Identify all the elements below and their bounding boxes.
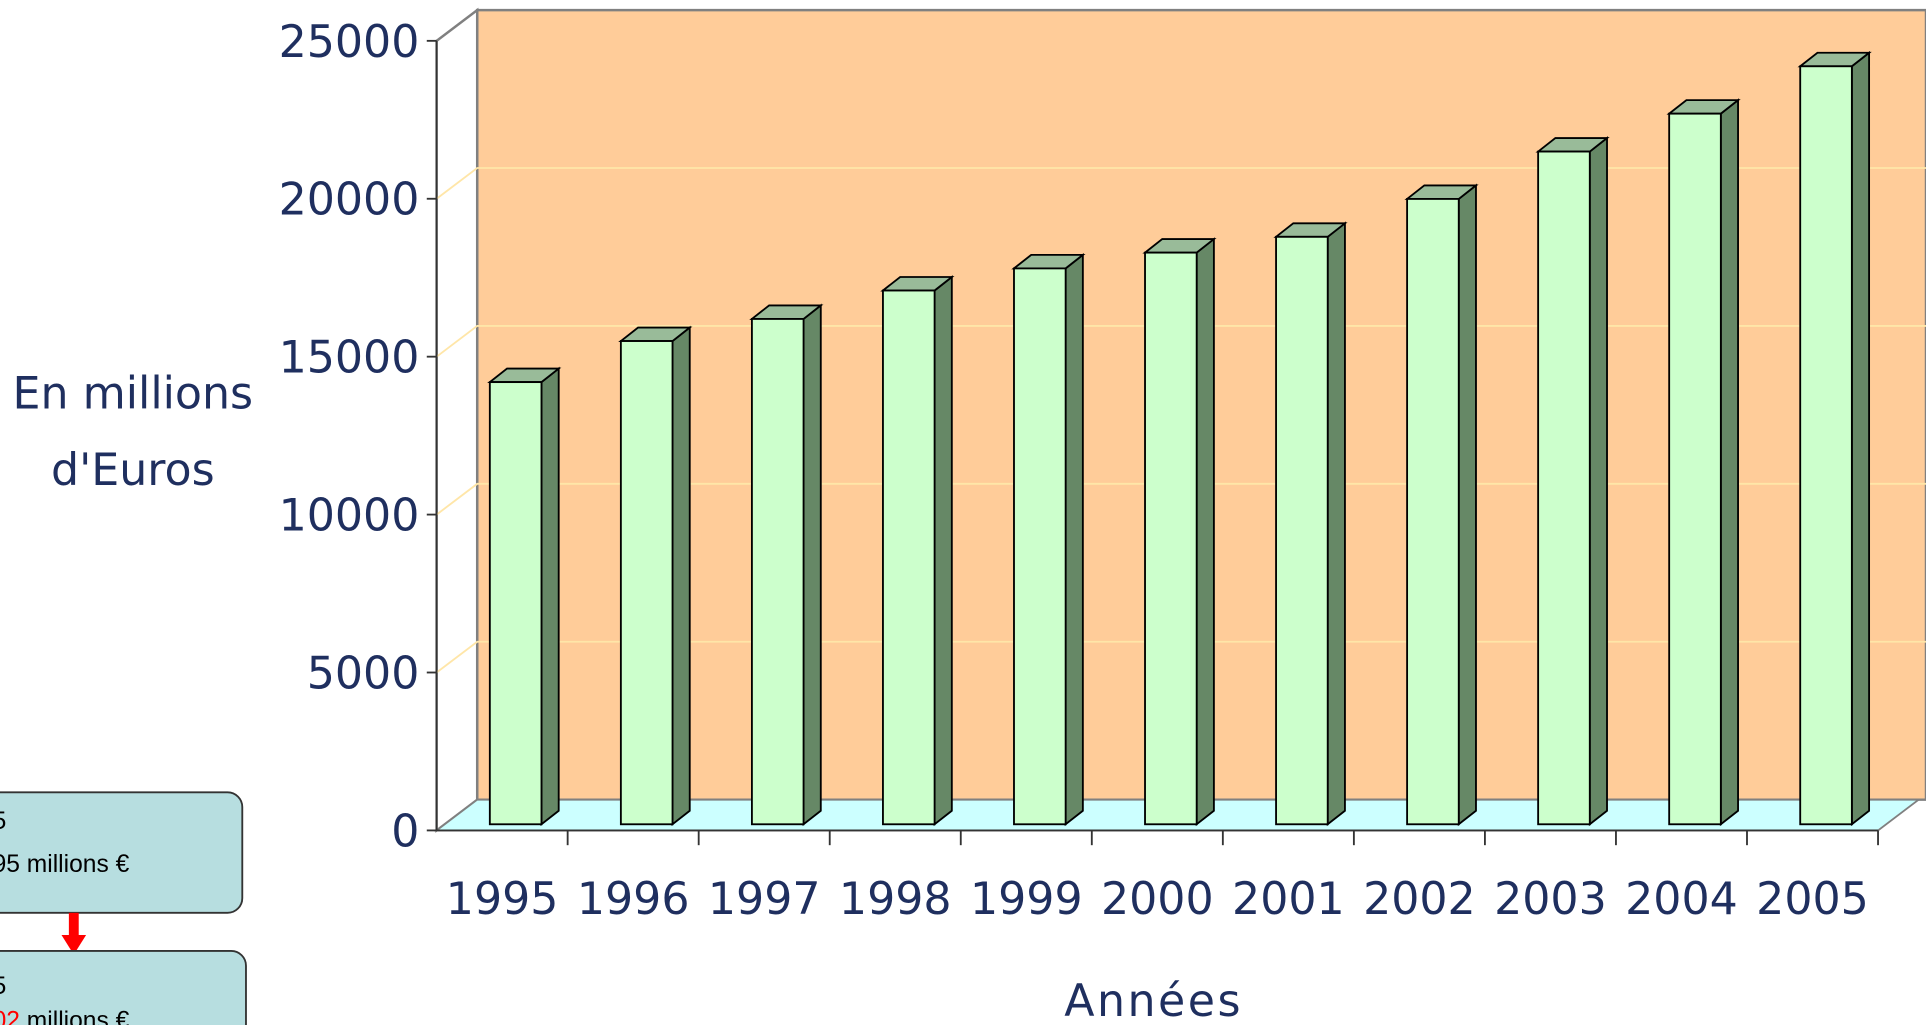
bar-side (1326, 221, 1346, 827)
x-tick-label: 2000 (1101, 874, 1214, 925)
bar (750, 318, 805, 826)
side-wall (435, 7, 479, 833)
x-tick-label: 2004 (1625, 874, 1738, 925)
bar-side (933, 275, 953, 827)
y-axis-label: d'Euros (51, 445, 215, 496)
bar (1537, 150, 1591, 826)
grid-line (436, 167, 1926, 200)
x-tick-label: 1999 (970, 874, 1083, 925)
callout-box (0, 791, 244, 914)
y-tick-label: 20000 (279, 175, 420, 226)
bar-side (1850, 50, 1871, 827)
bar-side (671, 325, 691, 827)
bar-side (1195, 237, 1215, 827)
x-tick-label: 2002 (1363, 874, 1476, 925)
arrow (61, 934, 87, 955)
bar-side (1719, 98, 1739, 827)
callout-text: 5 (0, 973, 6, 1000)
x-tick-label: 2003 (1494, 874, 1607, 925)
bar-side (1588, 136, 1608, 827)
x-tick-label: 2001 (1232, 874, 1345, 925)
y-tick-label: 0 (391, 806, 419, 857)
y-tick-label: 15000 (279, 333, 420, 384)
x-tick-label: 1998 (839, 874, 952, 925)
callout-box (0, 950, 247, 1025)
y-tick-label: 25000 (279, 17, 420, 68)
callouts: 5 95 millions € 5 02 millions € (0, 791, 247, 1025)
y-tick-label: 10000 (279, 491, 420, 542)
bar (619, 340, 674, 826)
bar-side (802, 303, 822, 827)
x-tick-label: 1997 (708, 874, 821, 925)
callout-text: 95 millions € (0, 851, 130, 878)
bar (1144, 251, 1198, 826)
bar-side (540, 366, 560, 827)
bar-side (1064, 252, 1084, 827)
bar-side (1457, 183, 1477, 827)
callout-text: 5 (0, 808, 6, 835)
bar (488, 381, 543, 826)
bar (1799, 65, 1853, 826)
bar (1275, 235, 1329, 826)
x-axis-label: Années (1064, 976, 1243, 1025)
arrow (68, 912, 79, 938)
bar (1406, 198, 1460, 826)
x-tick-label: 1996 (577, 874, 690, 925)
y-tick-label: 5000 (307, 648, 420, 699)
x-tick-label: 2005 (1756, 874, 1869, 925)
bar (1668, 112, 1722, 826)
y-axis-label: En millions (13, 369, 254, 420)
bar (882, 289, 936, 826)
callout-text: 02 millions € (0, 1007, 130, 1025)
x-tick-label: 1995 (446, 874, 559, 925)
callout-highlight: 02 (0, 1007, 20, 1025)
bar (1013, 267, 1067, 826)
callout-text: millions € (27, 1007, 130, 1025)
